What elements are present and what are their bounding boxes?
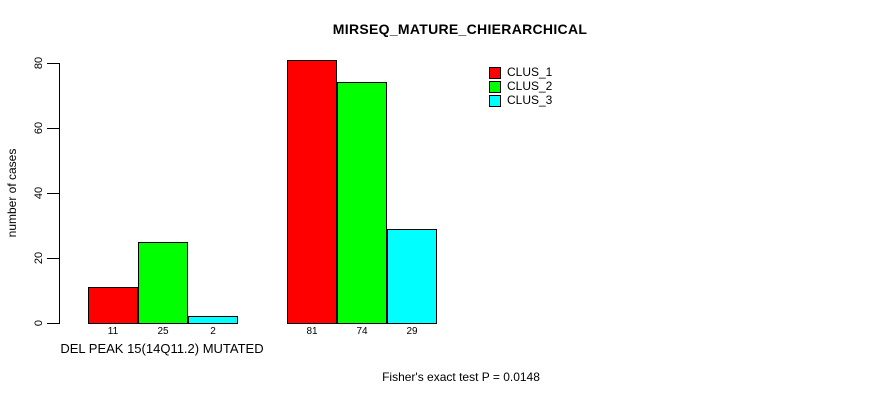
legend-label: CLUS_1	[507, 65, 553, 79]
y-axis-tick-label: 80	[33, 56, 45, 70]
legend-label: CLUS_3	[507, 93, 553, 107]
legend-row: CLUS_1	[489, 66, 552, 79]
x-axis-category-label: DEL PEAK 15(14Q11.2) MUTATED	[60, 341, 264, 356]
bar-clus_2-group2	[337, 82, 387, 324]
legend-swatch-clus_2	[489, 80, 501, 93]
y-axis-tick	[47, 193, 59, 194]
bar-value-label: 25	[157, 326, 169, 337]
y-axis-tick-label: 40	[33, 186, 45, 200]
bar-clus_3-group1	[188, 316, 238, 324]
legend-swatch-clus_1	[489, 66, 501, 79]
y-axis-tick	[47, 323, 59, 324]
y-axis-tick	[47, 258, 59, 259]
y-axis-tick-label: 20	[33, 251, 45, 265]
legend-label: CLUS_2	[507, 79, 553, 93]
y-axis-tick-label: 60	[33, 121, 45, 135]
y-axis-line	[59, 63, 60, 324]
legend-row: CLUS_2	[489, 80, 552, 93]
legend-swatch-clus_3	[489, 94, 501, 107]
bar-clus_2-group1	[138, 242, 188, 324]
chart-title: MIRSEQ_MATURE_CHIERARCHICAL	[332, 21, 588, 37]
y-axis-tick	[47, 128, 59, 129]
fisher-test-annotation: Fisher's exact test P = 0.0148	[382, 370, 540, 384]
bar-value-label: 11	[107, 326, 119, 337]
bar-clus_1-group1	[88, 287, 138, 324]
bar-value-label: 81	[306, 326, 318, 337]
legend-row: CLUS_3	[489, 94, 552, 107]
bar-value-label: 29	[406, 326, 418, 337]
y-axis-tick	[47, 63, 59, 64]
bar-value-label: 2	[210, 326, 216, 337]
bar-clus_3-group2	[387, 229, 437, 324]
bar-value-label: 74	[356, 326, 368, 337]
y-axis-tick-label: 0	[33, 319, 45, 327]
bar-clus_1-group2	[287, 60, 337, 324]
legend: CLUS_1 CLUS_2 CLUS_3	[489, 66, 552, 108]
y-axis-label: number of cases	[5, 148, 19, 238]
